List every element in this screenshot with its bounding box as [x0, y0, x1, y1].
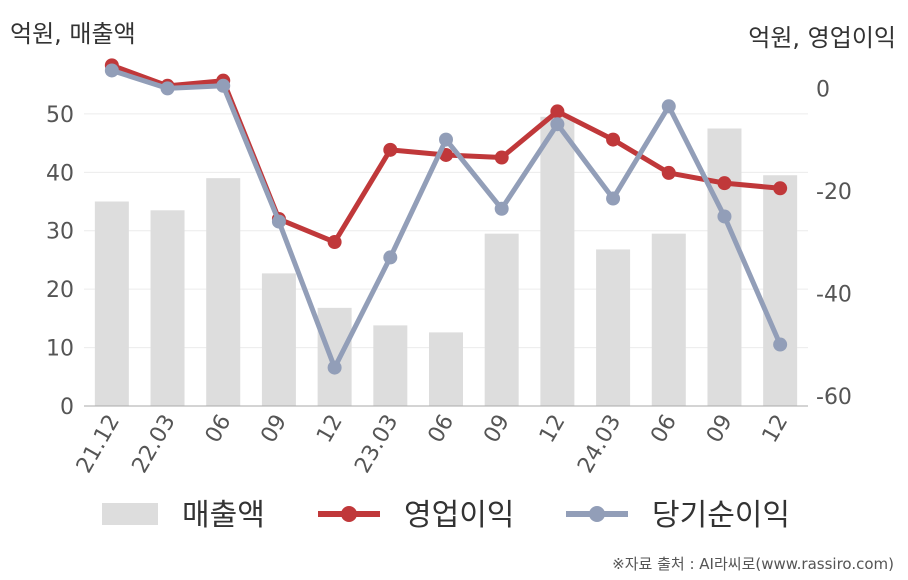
bar-revenue — [484, 233, 519, 406]
point-net-income — [271, 214, 286, 229]
point-net-income — [661, 99, 676, 114]
bar-revenue — [317, 307, 352, 406]
x-tick-label: 09 — [479, 411, 515, 448]
bar-revenue — [150, 210, 185, 406]
left-tick-label: 30 — [46, 220, 74, 245]
x-axis-ticks: 21.12 22.03 06 09 12 23.03 06 09 12 24.03 06 09 12 — [72, 411, 793, 478]
x-tick-label: 23.03 — [350, 411, 403, 478]
point-net-income — [383, 250, 398, 265]
x-tick-label: 22.03 — [128, 411, 181, 478]
left-axis-unit: 억원, 매출액 — [10, 20, 136, 48]
bar-revenue — [373, 325, 408, 406]
bar-revenue — [429, 332, 463, 406]
point-operating-profit — [327, 235, 342, 250]
point-net-income — [160, 81, 175, 96]
right-axis-ticks: 0 -20 -40 -60 — [816, 77, 852, 409]
left-tick-label: 0 — [60, 395, 74, 420]
left-tick-label: 40 — [46, 161, 74, 186]
point-net-income — [216, 78, 231, 93]
profit-lines — [104, 58, 788, 375]
x-tick-label: 06 — [424, 411, 460, 448]
point-net-income — [606, 191, 621, 206]
point-net-income — [104, 63, 119, 78]
right-tick-label: 0 — [816, 77, 830, 102]
legend-swatch-revenue — [102, 503, 158, 525]
x-tick-label: 12 — [758, 411, 794, 448]
point-operating-profit — [550, 104, 565, 119]
point-operating-profit — [661, 165, 676, 180]
x-tick-label: 21.12 — [72, 411, 125, 478]
bar-revenue — [763, 175, 798, 406]
legend-label: 당기순이익 — [652, 498, 790, 533]
point-operating-profit — [383, 142, 398, 157]
x-tick-label: 09 — [702, 411, 738, 448]
legend-marker-net-income — [589, 506, 605, 522]
left-axis-ticks: 0 10 20 30 40 50 — [46, 103, 74, 420]
right-tick-label: -60 — [816, 385, 852, 410]
legend: 매출액 영업이익 당기순이익 — [102, 498, 790, 533]
right-axis-unit: 억원, 영업이익 — [748, 24, 896, 52]
point-net-income — [717, 209, 732, 224]
point-net-income — [327, 360, 342, 375]
point-net-income — [494, 201, 509, 216]
left-tick-label: 20 — [46, 278, 74, 303]
right-tick-label: -20 — [816, 180, 852, 205]
x-tick-label: 12 — [312, 411, 348, 448]
x-tick-label: 12 — [535, 411, 571, 448]
point-operating-profit — [606, 132, 621, 147]
bar-revenue — [651, 233, 686, 406]
bar-revenue — [540, 116, 575, 406]
revenue-bars — [94, 116, 798, 406]
right-tick-label: -40 — [816, 282, 852, 307]
bar-revenue — [206, 178, 241, 406]
bar-revenue — [261, 273, 296, 406]
legend-label: 영업이익 — [404, 498, 514, 533]
point-net-income — [439, 132, 453, 147]
source-credit: ※자료 출처 : AI라씨로(www.rassiro.com) — [612, 555, 894, 573]
legend-marker-operating-profit — [341, 506, 357, 522]
point-operating-profit — [773, 181, 788, 196]
x-tick-label: 06 — [201, 411, 237, 448]
grid-lines — [84, 113, 808, 349]
point-net-income — [550, 117, 565, 132]
point-net-income — [773, 337, 788, 352]
point-operating-profit — [717, 176, 732, 191]
x-tick-label: 09 — [256, 411, 292, 448]
x-tick-label: 06 — [646, 411, 682, 448]
left-tick-label: 50 — [46, 103, 74, 128]
x-tick-label: 24.03 — [573, 411, 626, 478]
point-operating-profit — [494, 150, 509, 165]
legend-label: 매출액 — [182, 498, 265, 533]
left-tick-label: 10 — [46, 337, 74, 362]
bar-revenue — [707, 128, 742, 406]
bar-revenue — [94, 201, 129, 406]
bar-revenue — [596, 249, 631, 406]
